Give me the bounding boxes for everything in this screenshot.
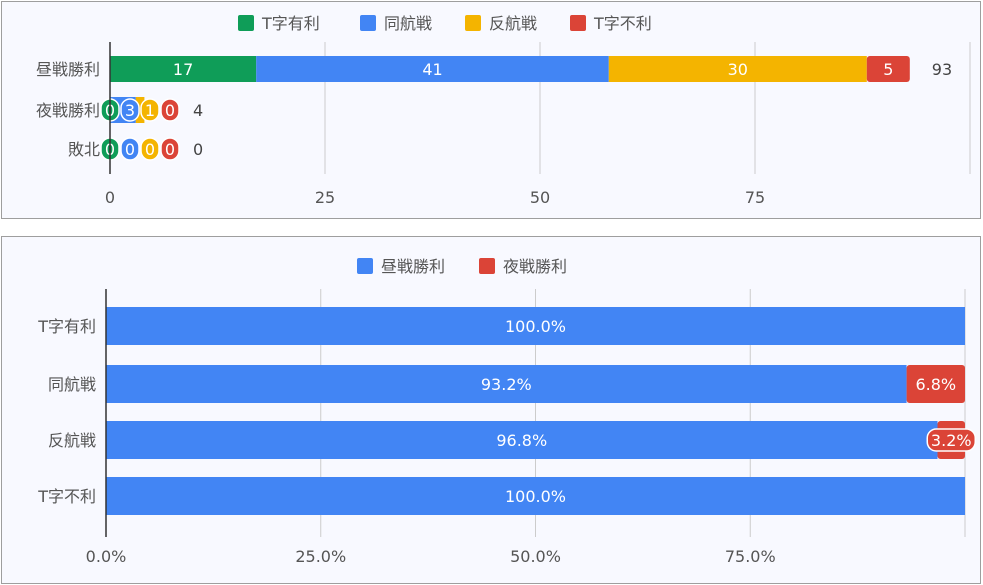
bar-segment: [110, 56, 257, 82]
category-label: 同航戦: [48, 375, 96, 394]
data-label: 0: [165, 140, 175, 159]
total-label: 0: [193, 140, 203, 159]
data-label: 17: [173, 60, 193, 79]
x-tick-label: 0.0%: [86, 547, 127, 566]
data-label: 3.2%: [931, 431, 972, 450]
data-label-badge: [120, 98, 140, 122]
data-label: 93.2%: [481, 375, 532, 394]
data-label: 0: [145, 140, 155, 159]
data-label: 5: [883, 60, 893, 79]
data-label: 30: [728, 60, 748, 79]
chart-2-panel: 昼戦勝利 夜戦勝利 0.0% 25.0% 50.0% 75.0% T字有利 100.0% 同航戦…: [1, 236, 981, 584]
data-label-badge: [926, 428, 977, 452]
legend-label: 昼戦勝利: [381, 257, 445, 276]
bar-segment: [906, 365, 965, 403]
legend-swatch: [360, 15, 376, 31]
data-label-badge: [140, 137, 160, 161]
bar-segment: [106, 421, 938, 459]
total-label: 93: [932, 60, 952, 79]
data-label: 6.8%: [915, 375, 956, 394]
data-label: 41: [422, 60, 442, 79]
legend-label: 反航戦: [489, 14, 537, 33]
bar-segment: [866, 56, 910, 82]
legend-swatch: [465, 15, 481, 31]
data-label: 1: [145, 101, 155, 120]
x-tick-label: 75: [745, 188, 765, 207]
bar-segment: [135, 97, 145, 123]
data-label: 3: [125, 101, 135, 120]
legend-label: 同航戦: [384, 14, 432, 33]
legend-swatch: [357, 258, 373, 274]
x-tick-label: 50: [530, 188, 550, 207]
bar-segment: [106, 477, 965, 515]
data-label-badge: [160, 137, 180, 161]
x-tick-label: 75.0%: [725, 547, 776, 566]
x-tick-label: 25.0%: [295, 547, 346, 566]
data-label-badge: [160, 98, 180, 122]
data-label: 0: [165, 101, 175, 120]
legend-swatch: [238, 15, 254, 31]
category-label: 夜戦勝利: [36, 101, 100, 120]
x-tick-label: 50.0%: [510, 547, 561, 566]
data-label: 100.0%: [505, 487, 566, 506]
bar-segment: [106, 365, 907, 403]
x-tick-label: 25: [315, 188, 335, 207]
category-label: T字有利: [37, 317, 96, 336]
x-tick-label: 0: [105, 188, 115, 207]
legend-swatch: [479, 258, 495, 274]
data-label-badge: [120, 137, 140, 161]
legend-label: 夜戦勝利: [503, 257, 567, 276]
bar-segment: [256, 56, 609, 82]
total-label: 4: [193, 101, 203, 120]
legend-swatch: [570, 15, 586, 31]
category-label: 反航戦: [48, 431, 96, 450]
legend-label: T字有利: [261, 14, 320, 33]
chart-1: T字有利同航戦反航戦T字不利0255075昼戦勝利174130593夜戦勝利03…: [36, 14, 971, 207]
chart-1-panel: T字有利同航戦反航戦T字不利0255075昼戦勝利174130593夜戦勝利03…: [1, 1, 981, 219]
bar-segment: [106, 307, 965, 345]
bar-segment: [608, 56, 867, 82]
category-label: 昼戦勝利: [36, 60, 100, 79]
data-label-badge: [140, 98, 160, 122]
category-label: 敗北: [68, 140, 100, 159]
legend-label: T字不利: [593, 14, 652, 33]
category-label: T字不利: [37, 487, 96, 506]
data-label: 96.8%: [496, 431, 547, 450]
chart-2: 昼戦勝利 夜戦勝利 0.0% 25.0% 50.0% 75.0% T字有利 100.0% 同航戦…: [37, 257, 977, 566]
data-label: 100.0%: [505, 317, 566, 336]
data-label: 0: [125, 140, 135, 159]
